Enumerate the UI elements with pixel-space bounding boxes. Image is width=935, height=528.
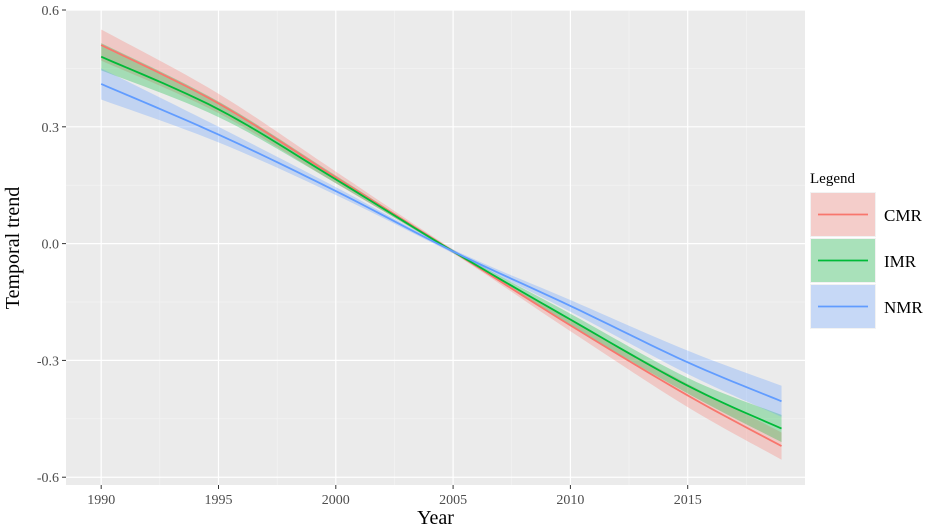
legend-label: IMR <box>884 252 917 271</box>
y-tick-label: 0.0 <box>42 238 60 253</box>
y-tick-label: -0.6 <box>37 471 59 486</box>
legend-label: CMR <box>884 206 922 225</box>
x-axis-ticks: 1990 1995 2000 2005 2010 2015 <box>87 485 702 508</box>
x-tick-label: 2000 <box>322 493 350 508</box>
legend-item-cmr: CMR <box>810 192 922 237</box>
legend-title: Legend <box>810 171 855 187</box>
y-tick-label: 0.3 <box>42 121 60 136</box>
y-axis-title: Temporal trend <box>2 187 24 309</box>
legend-item-imr: IMR <box>810 238 917 283</box>
y-axis-ticks: 0.6 0.3 0.0 -0.3 -0.6 <box>37 4 66 486</box>
trend-lines <box>100 44 782 447</box>
band-nmr <box>101 68 782 417</box>
x-tick-label: 1995 <box>204 493 232 508</box>
legend-label: NMR <box>884 298 923 317</box>
x-tick-label: 1990 <box>87 493 115 508</box>
legend-item-nmr: NMR <box>810 284 923 329</box>
x-axis-title: Year <box>417 507 454 528</box>
x-tick-label: 2005 <box>439 493 467 508</box>
y-tick-label: -0.3 <box>37 354 59 369</box>
legend: CMR IMR NMR <box>810 192 923 329</box>
line-nmr <box>100 83 782 403</box>
y-tick-label: 0.6 <box>42 4 60 19</box>
minor-gridlines <box>66 10 805 485</box>
x-tick-label: 2010 <box>556 493 584 508</box>
x-tick-label: 2015 <box>674 493 702 508</box>
plot-panel <box>66 10 805 485</box>
